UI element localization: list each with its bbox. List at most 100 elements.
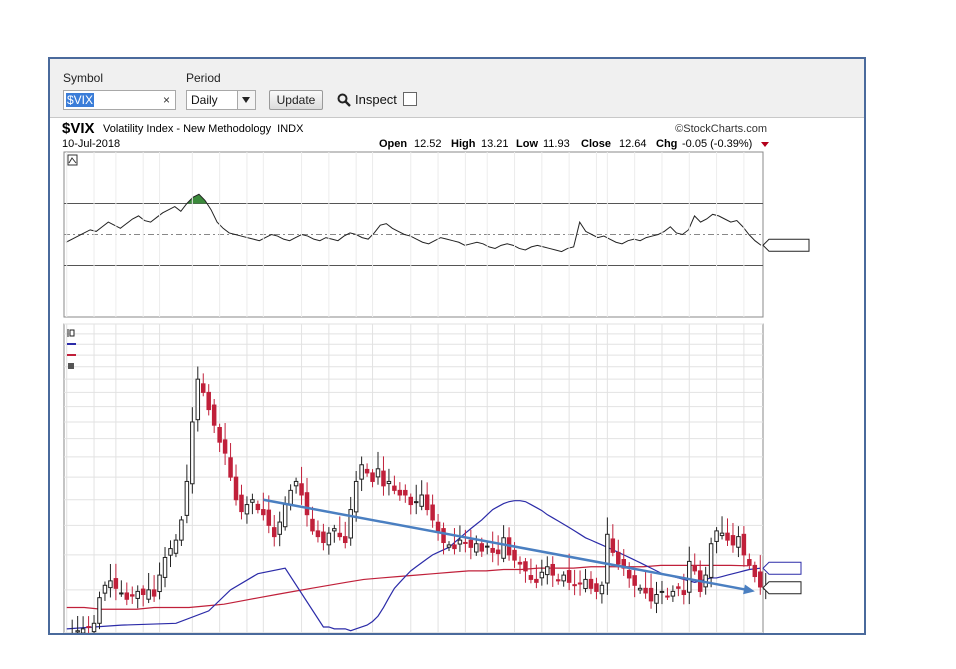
candle xyxy=(75,615,80,633)
candle xyxy=(244,496,250,524)
candle-body xyxy=(162,556,168,578)
clear-icon[interactable]: × xyxy=(162,93,170,107)
candle-body xyxy=(282,504,288,528)
candle-body xyxy=(310,518,315,532)
low-label: Low xyxy=(516,138,538,150)
candle xyxy=(217,423,222,453)
period-select-value[interactable]: Daily xyxy=(191,93,218,107)
candle-body xyxy=(523,561,528,572)
candle xyxy=(348,496,353,546)
candle xyxy=(71,619,73,633)
candle-body xyxy=(244,504,250,515)
candle-body xyxy=(304,492,310,516)
inspect-checkbox[interactable] xyxy=(403,92,417,106)
candle xyxy=(364,463,370,477)
candle-body xyxy=(124,592,130,600)
candle-body xyxy=(179,519,184,541)
candle xyxy=(719,516,725,540)
rsi-line xyxy=(65,193,762,253)
candle xyxy=(108,563,113,598)
candle-body xyxy=(135,590,140,599)
trendline xyxy=(263,498,750,592)
candle xyxy=(708,537,714,588)
candle xyxy=(659,580,665,605)
update-button[interactable]: Update xyxy=(269,90,323,110)
candle-body xyxy=(517,561,523,565)
candle-body xyxy=(190,421,195,485)
chg-label: Chg xyxy=(656,138,677,150)
candle xyxy=(741,526,747,567)
candle xyxy=(135,585,140,609)
candle xyxy=(403,484,408,503)
candle xyxy=(304,477,310,527)
candle xyxy=(752,561,758,583)
candle-body xyxy=(266,509,272,526)
chevron-down-icon[interactable] xyxy=(237,91,255,109)
candle-body xyxy=(233,476,239,501)
candle xyxy=(293,477,299,494)
candle-body xyxy=(452,544,457,550)
candle xyxy=(233,464,239,506)
candle-body xyxy=(747,559,752,566)
ma50-value-tag xyxy=(762,561,802,575)
candle-body xyxy=(512,549,517,561)
open-label: Open xyxy=(379,138,407,150)
candle xyxy=(211,398,217,434)
candle xyxy=(375,451,381,485)
price-frame xyxy=(63,323,764,633)
candle xyxy=(206,384,211,416)
candle xyxy=(326,527,332,555)
candle-body xyxy=(659,590,665,593)
candle-body xyxy=(293,480,299,487)
candle-body xyxy=(474,543,479,553)
candle xyxy=(528,558,534,584)
candle-body xyxy=(173,539,179,554)
candle-body xyxy=(446,544,452,548)
candle-body xyxy=(484,545,490,548)
candle xyxy=(676,583,681,597)
candle xyxy=(310,506,315,535)
candle-body xyxy=(572,584,577,587)
period-select[interactable]: Daily xyxy=(186,90,256,110)
stockcharts-credit: ©StockCharts.com xyxy=(675,123,767,135)
candle xyxy=(337,516,343,541)
candle xyxy=(195,366,201,432)
candle xyxy=(392,475,397,495)
candle xyxy=(381,456,386,496)
close-label: Close xyxy=(581,138,611,150)
candle xyxy=(736,526,741,558)
candle-body xyxy=(654,594,659,604)
candle-body xyxy=(97,597,102,624)
candle xyxy=(413,484,419,515)
candle xyxy=(495,535,501,566)
candle xyxy=(637,584,643,594)
candle xyxy=(190,407,195,494)
rsi-legend-icon xyxy=(67,154,78,166)
ma200-line xyxy=(66,564,749,610)
candle-body xyxy=(719,532,725,537)
candle-body xyxy=(413,501,419,504)
candle xyxy=(184,464,190,524)
candle-body xyxy=(479,543,485,552)
symbol-input-value[interactable]: $VIX xyxy=(66,93,95,107)
candle xyxy=(157,562,162,600)
candle xyxy=(130,586,135,604)
candle xyxy=(91,615,97,633)
candle-body xyxy=(113,578,119,589)
chg-down-icon xyxy=(761,142,769,147)
magnifier-icon[interactable] xyxy=(337,93,351,107)
candle-body xyxy=(195,378,201,421)
candle xyxy=(97,591,102,630)
candle xyxy=(605,517,610,595)
candle-body xyxy=(201,383,206,393)
candle xyxy=(239,484,244,520)
candle xyxy=(555,573,561,585)
symbol-input[interactable]: $VIX × xyxy=(63,90,176,110)
candle xyxy=(359,456,364,492)
candle-body xyxy=(261,509,266,516)
candle-body xyxy=(430,504,435,521)
candle-body xyxy=(151,589,157,597)
low-value: 11.93 xyxy=(543,138,570,150)
candle-body xyxy=(637,587,643,591)
candle-body xyxy=(730,535,736,546)
